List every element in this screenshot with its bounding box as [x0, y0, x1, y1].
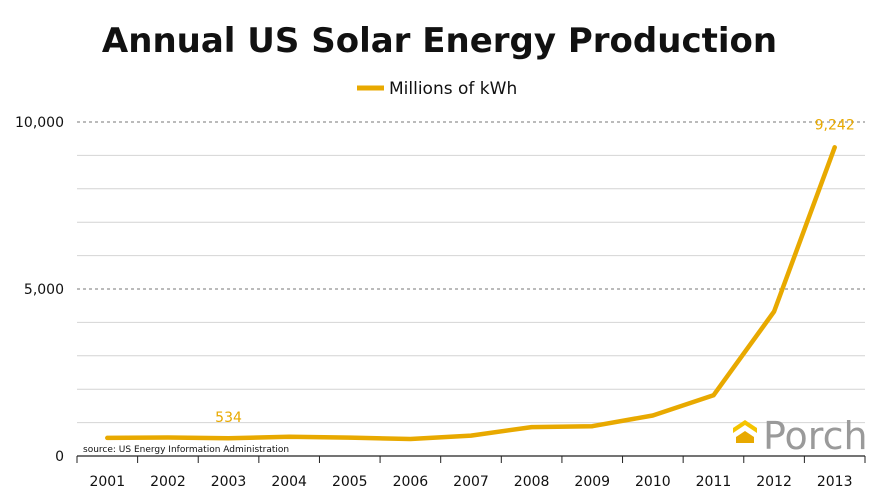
x-tick-label: 2002 [150, 474, 186, 490]
data-point [105, 435, 110, 440]
x-tick-label: 2006 [393, 474, 429, 490]
x-tick-label: 2008 [514, 474, 550, 490]
x-tick-label: 2011 [696, 474, 732, 490]
y-tick-label: 0 [55, 449, 64, 465]
gridlines [76, 121, 866, 463]
x-tick-label: 2010 [635, 474, 671, 490]
source-note: source: US Energy Information Administra… [83, 445, 289, 455]
chart-title: Annual US Solar Energy Production [102, 21, 777, 61]
data-point [650, 413, 655, 418]
annotations: 534 9,242 [215, 117, 855, 426]
y-tick-label: 5,000 [24, 282, 64, 298]
data-point [772, 309, 777, 314]
data-point [347, 435, 352, 440]
data-point [287, 434, 292, 439]
x-tick-label: 2012 [756, 474, 792, 490]
y-axis-ticks: 0 5,000 10,000 [15, 115, 64, 465]
data-point [832, 145, 837, 150]
porch-logo: Porch [733, 414, 868, 458]
x-tick-label: 2007 [453, 474, 489, 490]
data-point [590, 424, 595, 429]
data-label: 9,242 [815, 117, 855, 133]
x-tick-label: 2003 [211, 474, 247, 490]
x-axis-ticks: 2001 2002 2003 2004 2005 2006 2007 2008 2009 2010… [89, 474, 852, 490]
legend-label: Millions of kWh [389, 79, 517, 99]
series-group [105, 145, 837, 442]
data-point [408, 437, 413, 442]
data-point [165, 435, 170, 440]
x-tick-label: 2009 [574, 474, 610, 490]
brand-name: Porch [763, 414, 868, 458]
data-point [226, 436, 231, 441]
data-label: 534 [215, 410, 242, 426]
legend: Millions of kWh [357, 79, 517, 99]
x-tick-label: 2004 [271, 474, 307, 490]
y-tick-label: 10,000 [15, 115, 64, 131]
data-point [469, 433, 473, 438]
x-tick-label: 2005 [332, 474, 368, 490]
series-line [105, 145, 837, 442]
porch-logo-icon [733, 420, 757, 443]
data-point [711, 393, 716, 398]
x-tick-label: 2001 [89, 474, 125, 490]
data-point [529, 425, 534, 430]
x-tick-label: 2013 [817, 474, 853, 490]
